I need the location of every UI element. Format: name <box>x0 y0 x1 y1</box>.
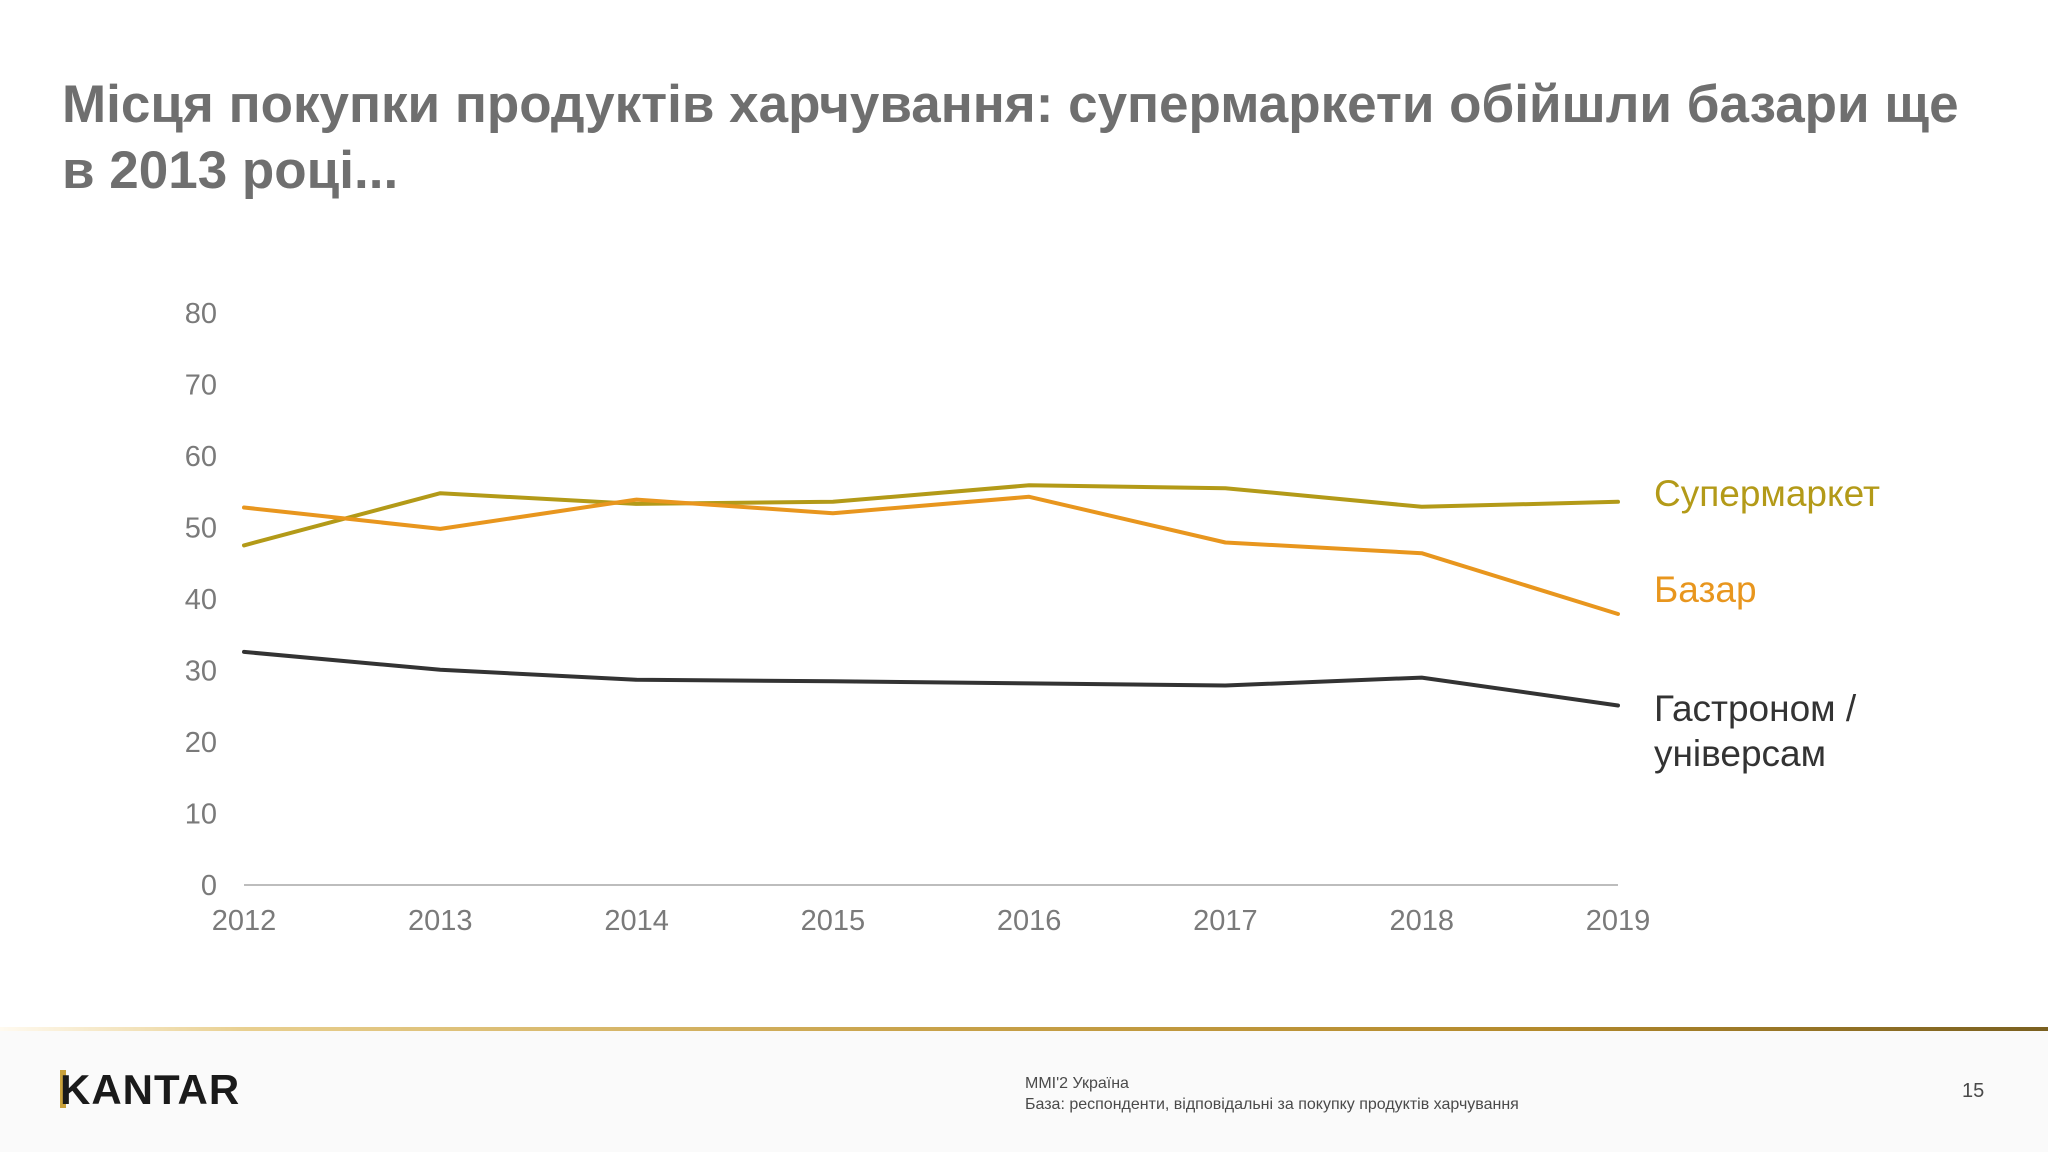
x-tick-label: 2018 <box>1389 905 1454 937</box>
footer-background <box>0 1031 2048 1152</box>
footer-divider <box>0 1027 2048 1031</box>
x-tick-label: 2016 <box>997 905 1062 937</box>
x-tick-label: 2014 <box>604 905 669 937</box>
x-tick-label: 2019 <box>1586 905 1651 937</box>
y-tick-label: 10 <box>185 799 217 831</box>
series-label: Гастроном / <box>1654 688 1857 729</box>
source-note: MMI'2 Україна База: респонденти, відпові… <box>1025 1073 1519 1115</box>
x-axis-ticks: 2012 2013 2014 2015 2016 2017 2018 2019 <box>212 905 1651 937</box>
x-tick-label: 2013 <box>408 905 473 937</box>
y-tick-label: 60 <box>185 441 217 473</box>
y-tick-label: 30 <box>185 656 217 688</box>
series-label: Базар <box>1654 569 1757 610</box>
series-label: Супермаркет <box>1654 473 1880 514</box>
kantar-logo-bar <box>60 1070 66 1108</box>
y-axis-ticks: 0 10 20 30 40 50 60 70 80 <box>185 298 217 902</box>
y-tick-label: 0 <box>201 870 217 902</box>
series-line <box>242 649 1620 708</box>
x-tick-label: 2012 <box>212 905 277 937</box>
source-line-2: База: респонденти, відповідальні за поку… <box>1025 1096 1519 1113</box>
series-label: універсам <box>1654 733 1826 774</box>
x-tick-label: 2017 <box>1193 905 1258 937</box>
series-line <box>242 494 1620 616</box>
y-tick-label: 70 <box>185 370 217 402</box>
y-tick-label: 40 <box>185 584 217 616</box>
source-line-1: MMI'2 Україна <box>1025 1075 1129 1092</box>
kantar-logo: KANTAR <box>60 1066 241 1113</box>
series-labels: Супермаркет Базар Гастроном /універсам <box>1654 473 1880 774</box>
page-title: Місця покупки продуктів харчування: супе… <box>62 75 1959 200</box>
series-lines <box>242 483 1620 708</box>
page-number: 15 <box>1962 1080 1985 1102</box>
x-tick-label: 2015 <box>801 905 866 937</box>
series-line <box>242 483 1620 548</box>
y-tick-label: 80 <box>185 298 217 330</box>
y-tick-label: 20 <box>185 727 217 759</box>
y-tick-label: 50 <box>185 513 217 545</box>
